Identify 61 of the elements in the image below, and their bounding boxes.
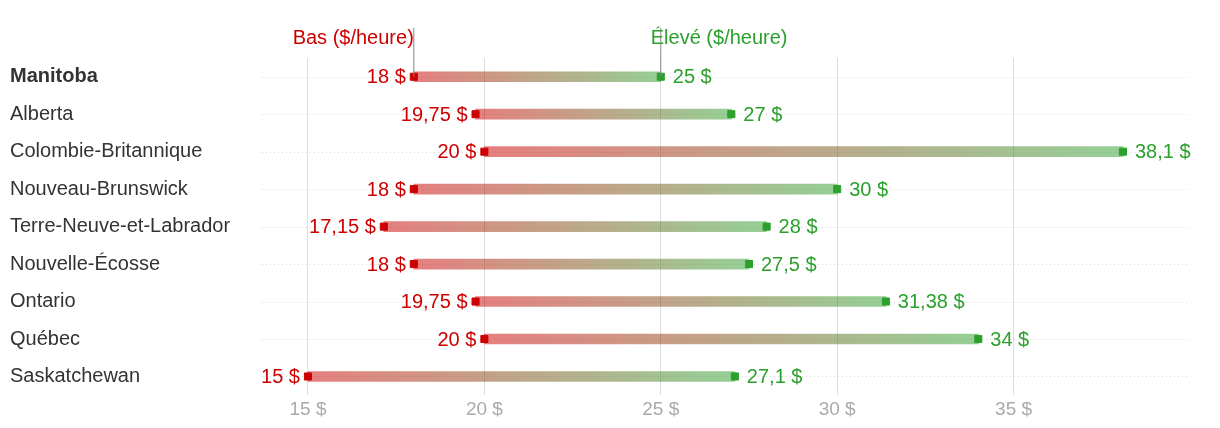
bar: [475, 296, 887, 307]
data-label: 27,5 $: [760, 252, 817, 275]
data-label: 31,38 $: [897, 290, 965, 313]
data-label: 30 $: [849, 177, 889, 200]
point: [656, 72, 665, 81]
series-label: Bas ($/heure): [292, 26, 414, 48]
point: [379, 222, 388, 231]
point: [881, 297, 890, 306]
point: [409, 260, 418, 269]
x-tick-label: 25 $: [642, 397, 680, 419]
point: [744, 260, 754, 269]
point: [409, 185, 418, 194]
point: [303, 372, 312, 381]
data-label: 25 $: [672, 65, 712, 88]
data-label: 15 $: [261, 364, 300, 387]
bar: [383, 221, 767, 232]
data-label: 19,75 $: [400, 102, 468, 125]
y-tick-label: Ontario: [10, 289, 76, 312]
point: [480, 334, 489, 344]
point: [471, 297, 480, 306]
y-tick-label: Nouvelle-Écosse: [10, 251, 161, 274]
y-tick-label: Québec: [10, 326, 81, 349]
data-label: 34 $: [990, 327, 1030, 350]
x-tick-label: 35 $: [995, 397, 1033, 419]
y-tick-label: Saskatchewan: [10, 363, 141, 386]
point: [480, 147, 489, 156]
series-label: Élevé ($/heure): [650, 26, 788, 48]
data-label: 18 $: [366, 177, 406, 200]
data-label: 28 $: [778, 215, 818, 238]
data-label: 27,1 $: [746, 364, 803, 387]
bar: [413, 71, 662, 83]
bar: [413, 183, 838, 195]
data-label: 19,75 $: [400, 290, 468, 313]
y-tick-label: Nouveau-Brunswick: [10, 176, 189, 199]
point: [833, 185, 842, 194]
data-label: 18 $: [366, 65, 406, 88]
y-tick-label: Alberta: [10, 101, 75, 124]
data-label: 20 $: [437, 327, 477, 350]
bar: [484, 333, 979, 345]
point: [1118, 147, 1127, 156]
point: [727, 110, 736, 119]
data-label: 27 $: [743, 102, 783, 125]
y-tick-label: Terre-Neuve-et-Labrador: [10, 214, 231, 237]
y-tick-label: Manitoba: [10, 64, 99, 87]
x-tick-label: 15 $: [289, 397, 327, 419]
bar: [475, 108, 732, 120]
data-label: 38,1 $: [1134, 140, 1191, 163]
data-label: 20 $: [437, 140, 477, 163]
point: [762, 222, 771, 231]
data-label: 18 $: [366, 252, 406, 275]
point: [974, 334, 983, 344]
point: [409, 72, 418, 81]
x-tick-label: 30 $: [818, 397, 857, 419]
bar: [307, 371, 736, 382]
x-tick-label: 20 $: [465, 397, 504, 419]
bar: [484, 146, 1124, 157]
point: [730, 372, 739, 381]
point: [471, 110, 480, 119]
y-tick-label: Colombie-Britannique: [10, 139, 203, 162]
data-label: 17,15 $: [309, 215, 376, 238]
bar: [413, 258, 750, 270]
